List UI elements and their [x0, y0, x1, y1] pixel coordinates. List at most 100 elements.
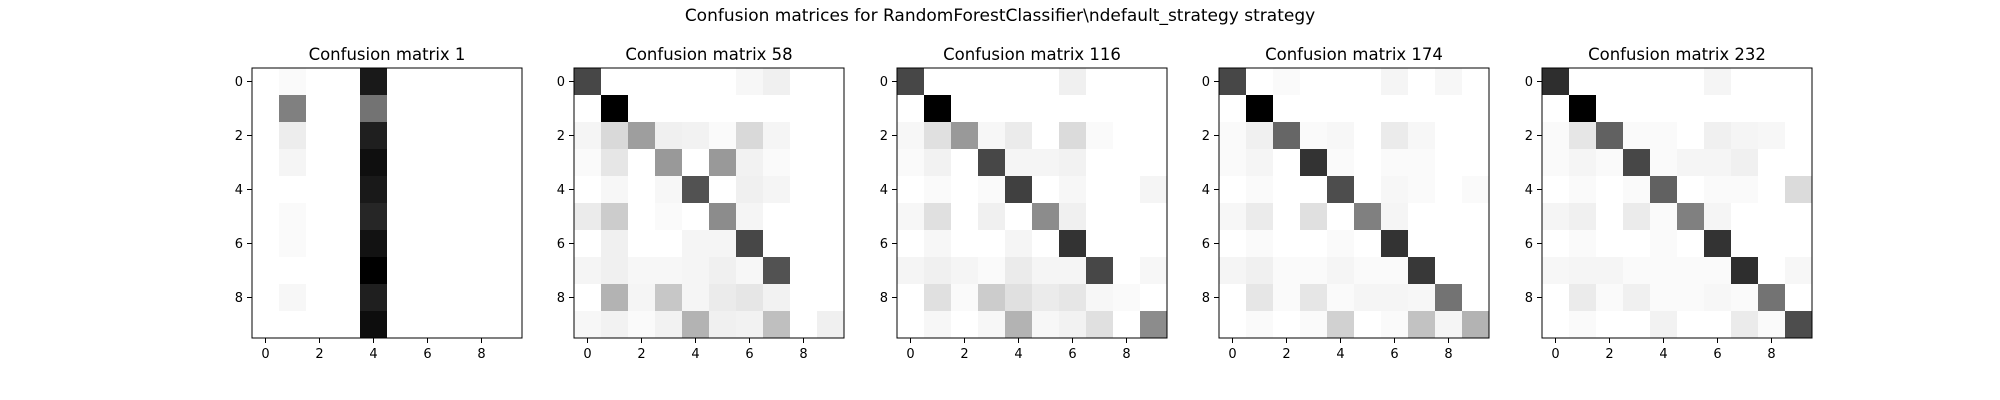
heatmap-cell: [306, 284, 334, 312]
heatmap-cell: [817, 203, 845, 231]
heatmap-cell: [1650, 68, 1678, 96]
heatmap-cell: [978, 257, 1006, 285]
heatmap-cell: [252, 176, 280, 204]
heatmap-cell: [1731, 149, 1759, 177]
heatmap-cell: [1327, 149, 1355, 177]
heatmap-cell: [1569, 284, 1597, 312]
y-tick-label: 6: [880, 237, 888, 252]
heatmap-cell: [1059, 149, 1087, 177]
heatmap-cell: [360, 203, 388, 231]
heatmap-cell: [897, 149, 925, 177]
heatmap-cell: [1005, 203, 1033, 231]
panel-title: Confusion matrix 174: [1265, 45, 1443, 64]
y-tick-label: 4: [880, 183, 888, 198]
heatmap-cell: [951, 149, 979, 177]
heatmap-cell: [1246, 311, 1274, 339]
heatmap-cell: [790, 257, 818, 285]
heatmap-cell: [790, 149, 818, 177]
heatmap-cell: [628, 149, 656, 177]
heatmap-cell: [655, 311, 683, 339]
heatmap-cell: [1731, 284, 1759, 312]
heatmap-cell: [790, 122, 818, 150]
heatmap-cell: [414, 149, 442, 177]
heatmap-cell: [441, 203, 469, 231]
heatmap-cell: [441, 311, 469, 339]
heatmap-cell: [924, 311, 952, 339]
heatmap-cell: [1408, 311, 1436, 339]
heatmap-cell: [763, 149, 791, 177]
heatmap-cell: [978, 149, 1006, 177]
heatmap-cell: [1354, 230, 1382, 258]
heatmap-cell: [1032, 257, 1060, 285]
heatmap-cell: [1623, 230, 1651, 258]
heatmap-cell: [1542, 149, 1570, 177]
heatmap-cell: [1354, 95, 1382, 123]
heatmap-cell: [1354, 68, 1382, 96]
heatmap-cell: [495, 95, 523, 123]
y-tick-label: 0: [235, 75, 243, 90]
heatmap-cell: [333, 176, 361, 204]
heatmap-cell: [414, 203, 442, 231]
heatmap-cell: [1596, 203, 1624, 231]
heatmap-cell: [1354, 203, 1382, 231]
heatmap-cell: [1005, 122, 1033, 150]
heatmap-cell: [1408, 284, 1436, 312]
heatmap-cell: [1623, 284, 1651, 312]
heatmap-cell: [1354, 176, 1382, 204]
heatmap-cell: [1354, 257, 1382, 285]
x-tick-label: 2: [960, 347, 968, 362]
heatmap-cell: [1542, 68, 1570, 96]
heatmap-cell: [736, 230, 764, 258]
heatmap-cell: [1086, 230, 1114, 258]
heatmap-cell: [1731, 203, 1759, 231]
figure-title: Confusion matrices for RandomForestClass…: [685, 6, 1315, 26]
heatmap-cell: [441, 95, 469, 123]
panel-title: Confusion matrix 1: [309, 45, 466, 64]
heatmap-cell: [414, 311, 442, 339]
x-tick-label: 6: [745, 347, 753, 362]
heatmap-cell: [1758, 149, 1786, 177]
heatmap-cell: [1462, 68, 1490, 96]
heatmap-cell: [1059, 257, 1087, 285]
heatmap-cell: [1140, 95, 1168, 123]
heatmap-cell: [441, 122, 469, 150]
heatmap-cell: [951, 311, 979, 339]
heatmap-cell: [1086, 122, 1114, 150]
heatmap-cell: [306, 257, 334, 285]
heatmap-cell: [1435, 257, 1463, 285]
heatmap-cell: [1086, 68, 1114, 96]
heatmap-cell: [736, 203, 764, 231]
heatmap-cell: [1327, 95, 1355, 123]
heatmap-cell: [1596, 122, 1624, 150]
heatmap-cell: [978, 284, 1006, 312]
heatmap-cell: [601, 311, 629, 339]
heatmap-cell: [306, 149, 334, 177]
heatmap-cell: [1785, 95, 1813, 123]
x-tick-label: 4: [1659, 347, 1667, 362]
heatmap-cell: [1623, 95, 1651, 123]
heatmap-cell: [1140, 284, 1168, 312]
heatmap-cell: [1113, 284, 1141, 312]
heatmap-cell: [1219, 149, 1247, 177]
heatmap-cell: [628, 311, 656, 339]
heatmap-cell: [468, 122, 496, 150]
heatmap-cell: [468, 149, 496, 177]
heatmap-cell: [628, 95, 656, 123]
axes-frame: [251, 67, 523, 339]
heatmap-cell: [601, 230, 629, 258]
heatmap-cell: [1785, 176, 1813, 204]
heatmap-cell: [1300, 95, 1328, 123]
heatmap-cell: [441, 230, 469, 258]
heatmap-cell: [682, 257, 710, 285]
heatmap-cell: [1435, 311, 1463, 339]
heatmap-cell: [1032, 122, 1060, 150]
heatmap-cell: [1032, 68, 1060, 96]
heatmap-cell: [1273, 68, 1301, 96]
heatmap-cell: [1246, 203, 1274, 231]
heatmap-cell: [628, 230, 656, 258]
heatmap-cell: [1005, 257, 1033, 285]
heatmap-cell: [1596, 95, 1624, 123]
y-tick-label: 4: [1202, 183, 1210, 198]
heatmap-cell: [978, 230, 1006, 258]
heatmap-cell: [1785, 284, 1813, 312]
